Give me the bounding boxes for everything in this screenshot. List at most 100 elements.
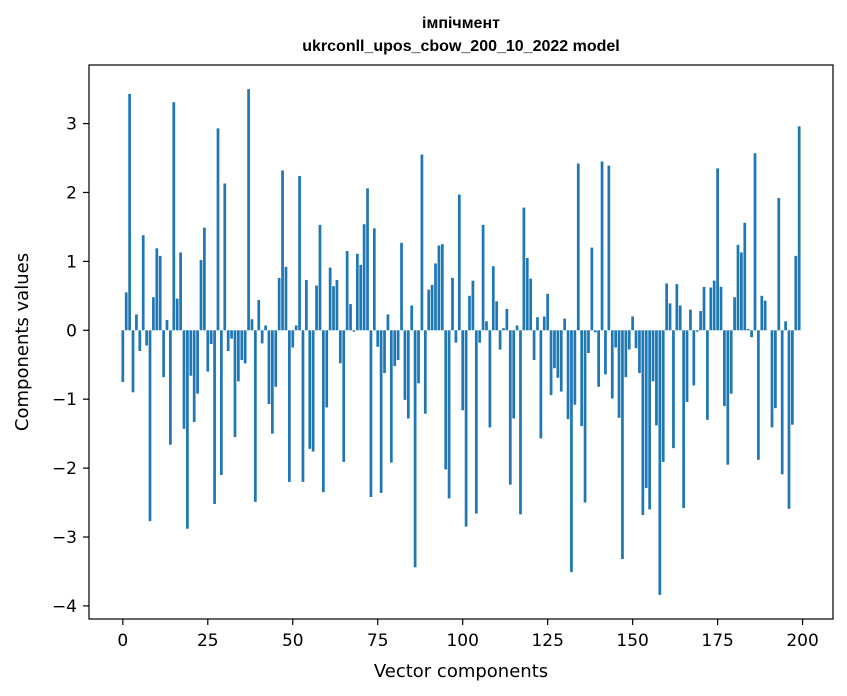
bar-component-98: [454, 330, 458, 343]
bar-component-23: [199, 260, 203, 331]
bar-component-103: [471, 280, 475, 331]
bar-component-102: [468, 295, 471, 331]
bar-component-20: [189, 330, 193, 376]
bar-component-5: [138, 330, 142, 351]
bar-component-32: [230, 330, 233, 339]
bar-component-176: [719, 286, 723, 331]
x-axis-ticks: 0 25 50 75 100 125 150 175 200: [117, 619, 819, 651]
bar-component-106: [481, 224, 485, 331]
bar-component-120: [529, 278, 533, 331]
x-tick-label: 125: [531, 631, 563, 651]
bar-component-135: [580, 330, 584, 427]
bar-component-139: [593, 330, 597, 333]
bar-component-51: [294, 325, 298, 331]
bar-component-180: [733, 297, 736, 331]
bar-component-188: [760, 295, 764, 331]
bar-component-45: [274, 330, 278, 387]
bar-component-34: [237, 330, 240, 382]
y-axis-label: Components values: [12, 253, 33, 431]
x-tick-label: 75: [367, 631, 389, 651]
y-tick-label: 2: [66, 183, 77, 203]
bar-component-177: [723, 330, 726, 407]
x-axis-label: Vector components: [374, 661, 548, 682]
x-tick-label: 175: [701, 631, 733, 651]
bar-component-119: [525, 257, 529, 331]
bar-component-192: [774, 330, 777, 409]
bar-component-153: [641, 330, 645, 515]
bar-component-48: [284, 266, 288, 331]
bar-component-198: [794, 255, 798, 331]
bar-component-168: [692, 330, 696, 386]
bar-component-26: [209, 330, 213, 345]
y-tick-label: 3: [66, 115, 77, 135]
bar-component-0: [121, 330, 125, 382]
bar-component-16: [175, 298, 179, 331]
bar-component-58: [318, 224, 322, 331]
bar-component-11: [158, 255, 162, 331]
bar-component-39: [254, 330, 257, 502]
bar-component-18: [182, 330, 186, 429]
bar-component-104: [474, 330, 478, 514]
bar-component-178: [726, 330, 730, 465]
bar-component-7: [145, 330, 148, 346]
bar-component-77: [383, 330, 386, 374]
bar-component-169: [695, 330, 699, 332]
bar-component-189: [763, 300, 767, 331]
bar-component-81: [396, 330, 400, 360]
bar-component-6: [141, 235, 145, 331]
bar-component-87: [417, 330, 420, 384]
bar-component-183: [743, 222, 747, 331]
chart-subtitle: ukrconll_upos_cbow_200_10_2022 model: [302, 38, 619, 55]
bar-component-27: [213, 330, 216, 504]
y-tick-label: −4: [52, 597, 77, 617]
bar-component-86: [413, 330, 417, 568]
bar-component-127: [553, 330, 556, 369]
bar-component-25: [206, 330, 210, 372]
bar-component-71: [362, 224, 366, 331]
bar-component-114: [508, 330, 512, 485]
y-tick-label: −2: [52, 459, 77, 479]
bar-component-55: [308, 330, 312, 449]
bar-component-35: [240, 330, 244, 360]
bar-component-159: [661, 330, 665, 462]
y-tick-label: 1: [66, 252, 77, 272]
bar-component-76: [379, 330, 383, 493]
bar-component-85: [410, 305, 414, 331]
bar-component-74: [372, 228, 376, 331]
bar-component-170: [699, 310, 702, 331]
bar-component-161: [668, 303, 672, 331]
bar-component-84: [406, 330, 410, 419]
bar-component-40: [257, 299, 261, 331]
bar-component-117: [519, 330, 522, 515]
bar-component-96: [447, 330, 451, 499]
bar-component-144: [610, 330, 614, 399]
bar-component-41: [260, 330, 264, 344]
bar-component-132: [570, 330, 573, 573]
bar-component-28: [216, 128, 220, 331]
bar-component-19: [186, 330, 189, 529]
bar-component-197: [791, 330, 794, 425]
bar-component-78: [386, 314, 390, 331]
bar-component-62: [332, 286, 335, 331]
bar-component-184: [746, 328, 750, 331]
bar-component-69: [355, 253, 359, 331]
bar-component-152: [638, 330, 641, 374]
bar-component-105: [478, 330, 482, 343]
bar-component-42: [264, 325, 267, 331]
bar-component-59: [321, 330, 325, 493]
bar-component-88: [420, 154, 424, 331]
bar-component-31: [226, 330, 230, 351]
bar-component-91: [430, 284, 434, 331]
bar-component-174: [712, 280, 716, 331]
y-axis-ticks: −4 −3 −2 −1 0 1 2 3: [52, 115, 89, 617]
bar-component-124: [542, 316, 546, 331]
bar-component-165: [682, 330, 685, 509]
bar-component-82: [400, 242, 403, 331]
bar-component-138: [590, 247, 594, 331]
bar-component-186: [753, 153, 757, 331]
bar-component-137: [587, 330, 590, 354]
bar-component-193: [777, 197, 781, 331]
bar-component-172: [706, 330, 709, 420]
bar-component-164: [678, 305, 682, 331]
bar-component-54: [304, 279, 308, 331]
